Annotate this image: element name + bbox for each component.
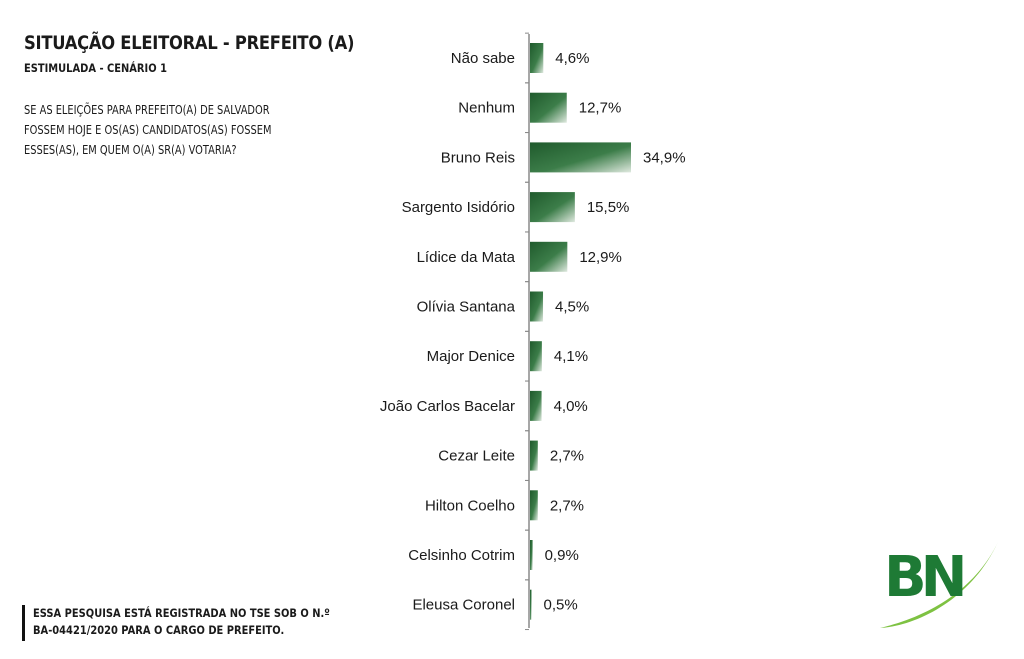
- category-label: Bruno Reis: [441, 149, 515, 166]
- value-label: 4,6%: [555, 50, 589, 67]
- category-label: Celsinho Cotrim: [408, 547, 515, 564]
- bars-group: Não sabe 4,6% Nenhum 12,7% Bruno Reis 34,9% Sa…: [380, 32, 686, 631]
- bn-logo-icon: BN: [880, 542, 998, 628]
- value-label: 0,9%: [545, 547, 579, 564]
- question-line: SE AS ELEIÇÕES PARA PREFEITO(A) DE SALVA…: [24, 103, 270, 117]
- bn-logo: BN: [876, 530, 1006, 640]
- value-label: 4,0%: [554, 398, 588, 415]
- question-line: ESSES(AS), EM QUEM O(A) SR(A) VOTARIA?: [24, 143, 237, 157]
- category-label: Lídice da Mata: [417, 249, 516, 266]
- value-label: 2,7%: [550, 448, 584, 465]
- bar: [530, 142, 631, 173]
- value-label: 2,7%: [550, 497, 584, 514]
- bar: [530, 390, 542, 421]
- chart-title: SITUAÇÃO ELEITORAL - PREFEITO (A): [24, 32, 355, 54]
- registration-note: ESSA PESQUISA ESTÁ REGISTRADA NO TSE SOB…: [22, 605, 378, 641]
- value-label: 12,7%: [579, 100, 622, 117]
- bar: [530, 241, 568, 272]
- survey-question: SE AS ELEIÇÕES PARA PREFEITO(A) DE SALVA…: [24, 100, 295, 160]
- registration-line: ESSA PESQUISA ESTÁ REGISTRADA NO TSE SOB…: [33, 606, 330, 620]
- bar: [530, 92, 567, 123]
- category-label: Não sabe: [451, 50, 515, 67]
- value-label: 0,5%: [544, 597, 578, 614]
- value-label: 12,9%: [579, 249, 622, 266]
- bar: [530, 440, 538, 471]
- bar: [530, 540, 533, 570]
- question-line: FOSSEM HOJE E OS(AS) CANDIDATOS(AS) FOSS…: [24, 123, 272, 137]
- bar: [530, 291, 544, 322]
- bn-logo-text: BN: [884, 545, 963, 610]
- category-label: João Carlos Bacelar: [380, 398, 515, 415]
- category-label: Hilton Coelho: [425, 497, 515, 514]
- registration-line: BA-04421/2020 PARA O CARGO DE PREFEITO.: [33, 623, 285, 637]
- chart-subtitle: ESTIMULADA - CENÁRIO 1: [24, 61, 167, 75]
- category-label: Sargento Isidório: [402, 199, 515, 216]
- bar: [530, 341, 542, 372]
- bar: [530, 43, 544, 73]
- value-label: 34,9%: [643, 149, 686, 166]
- category-label: Eleusa Coronel: [412, 597, 515, 614]
- category-label: Nenhum: [458, 100, 515, 117]
- value-label: 4,1%: [554, 348, 588, 365]
- category-label: Olívia Santana: [417, 299, 516, 316]
- bar: [530, 490, 538, 521]
- value-label: 15,5%: [587, 199, 630, 216]
- value-label: 4,5%: [555, 299, 589, 316]
- category-label: Cezar Leite: [438, 448, 515, 465]
- bar: [530, 192, 575, 223]
- category-label: Major Denice: [427, 348, 515, 365]
- bar: [530, 589, 532, 620]
